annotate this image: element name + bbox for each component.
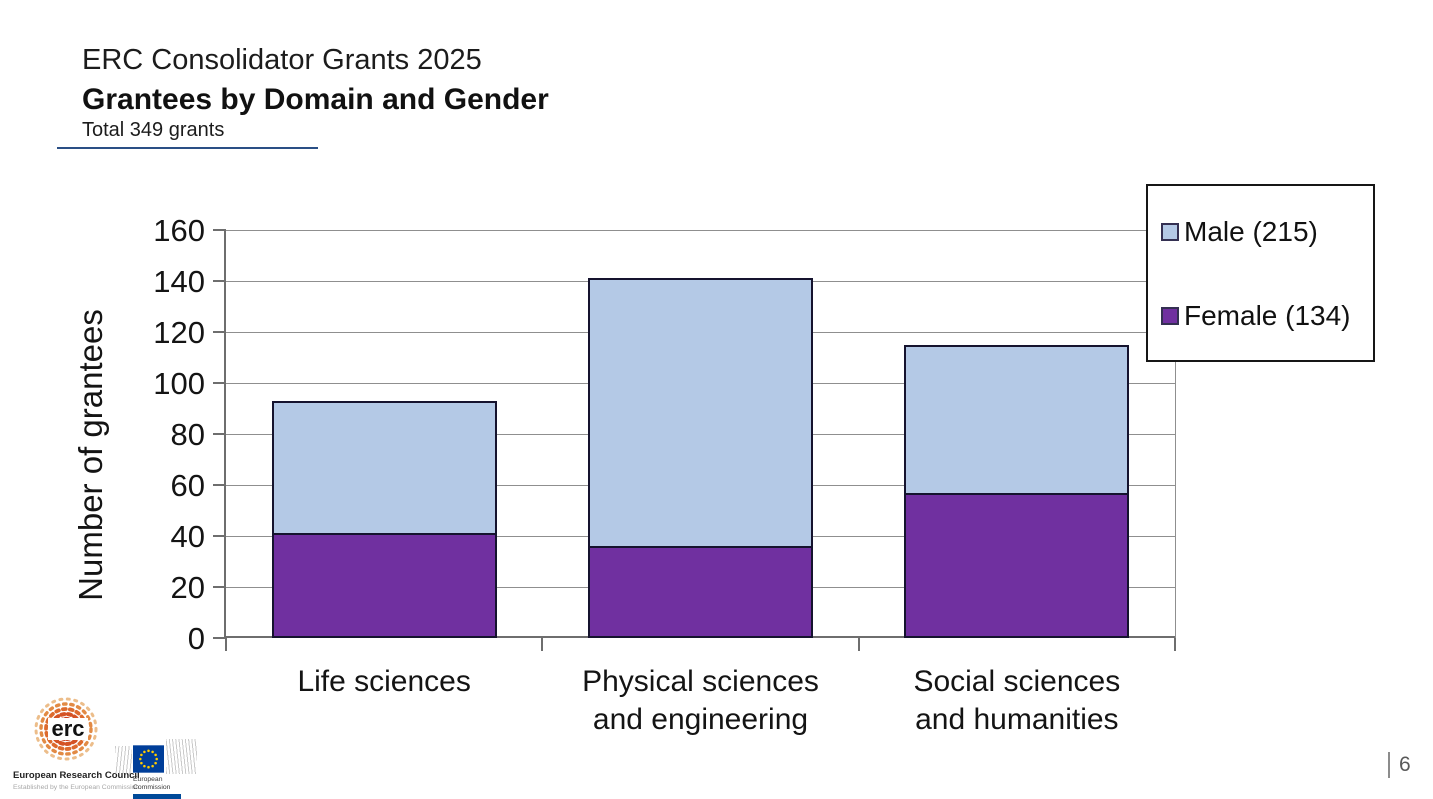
legend-swatch-male — [1161, 223, 1179, 241]
y-axis-tick-label: 40 — [170, 519, 205, 554]
ec-name-text: European Commission — [133, 776, 170, 792]
ec-swoosh-right — [166, 739, 197, 774]
y-axis-tick — [213, 586, 226, 588]
y-axis-tick — [213, 484, 226, 486]
y-axis-tick-label: 20 — [170, 570, 205, 605]
x-axis-category-label-line: and humanities — [915, 703, 1119, 736]
legend-label: Female (134) — [1184, 300, 1351, 331]
bar-segment-female-physical-sciences — [588, 546, 813, 638]
bar-segment-female-social-sciences — [904, 492, 1130, 638]
x-axis-tick — [225, 638, 227, 651]
erc-logo-text: erc — [51, 716, 84, 741]
x-axis-category-label: Life sciences — [226, 663, 542, 701]
legend-label: Male (215) — [1184, 216, 1318, 247]
ec-name-line2: Commission — [133, 784, 171, 791]
y-axis-tick-label: 80 — [170, 417, 205, 452]
ec-name-line1: European — [133, 776, 163, 783]
erc-sunburst-icon: erc — [34, 697, 98, 761]
ec-swoosh-left — [115, 746, 132, 774]
bar-segment-female-life-sciences — [271, 533, 497, 638]
chart-legend: Male (215) Female (134) — [1146, 184, 1375, 362]
y-axis-tick-label: 120 — [153, 315, 205, 350]
y-axis-tick — [213, 229, 226, 231]
erc-name-text: European Research Council — [13, 770, 140, 781]
slide-subtitle: Total 349 grants — [82, 119, 225, 141]
bar-segment-male-social-sciences — [904, 344, 1130, 493]
legend-swatch-female — [1161, 307, 1179, 325]
page-number: 6 — [1388, 752, 1411, 778]
y-axis-tick — [213, 280, 226, 282]
x-axis-category-label: Physical sciences and engineering — [542, 663, 858, 739]
slide-title: Grantees by Domain and Gender — [82, 83, 549, 116]
ec-blue-bar — [133, 794, 181, 799]
x-axis-category-label-line: and engineering — [592, 703, 809, 736]
page-number-divider — [1388, 752, 1390, 778]
y-axis-tick — [213, 331, 226, 333]
x-axis-category-label-line: Physical sciences — [582, 665, 819, 698]
x-axis-category-label-line: Life sciences — [297, 665, 471, 698]
erc-logo: erc — [22, 696, 112, 771]
y-axis-tick — [213, 382, 226, 384]
gridline — [226, 230, 1175, 231]
x-axis-tick — [1174, 638, 1176, 651]
slide-pretitle: ERC Consolidator Grants 2025 — [82, 44, 482, 76]
eu-flag-icon — [133, 745, 164, 773]
y-axis-tick-label: 0 — [187, 621, 205, 656]
x-axis-tick — [857, 638, 860, 651]
legend-entry-female: Female (134) — [1161, 300, 1373, 332]
x-axis-category-label: Social sciences and humanities — [859, 663, 1175, 739]
y-axis-tick-label: 60 — [170, 468, 205, 503]
x-axis-tick — [541, 638, 544, 651]
page-number-value: 6 — [1399, 753, 1411, 776]
y-axis-tick — [213, 637, 226, 639]
european-commission-logo: European Commission — [115, 738, 207, 799]
y-axis-tick-label: 140 — [153, 264, 205, 299]
erc-tagline-text: Established by the European Commission — [13, 784, 140, 791]
bar-segment-male-life-sciences — [271, 400, 497, 534]
bar-segment-male-physical-sciences — [588, 278, 813, 547]
x-axis-category-label-line: Social sciences — [913, 665, 1121, 698]
plot-area-right-border — [1175, 230, 1176, 651]
y-axis-tick-label: 100 — [153, 366, 205, 401]
y-axis-line — [224, 230, 226, 638]
y-axis-tick — [213, 535, 226, 537]
title-underline — [57, 147, 318, 149]
legend-entry-male: Male (215) — [1161, 216, 1373, 248]
y-axis-tick-label: 160 — [153, 213, 205, 248]
y-axis-title: Number of grantees — [72, 309, 109, 601]
y-axis-tick — [213, 433, 226, 435]
